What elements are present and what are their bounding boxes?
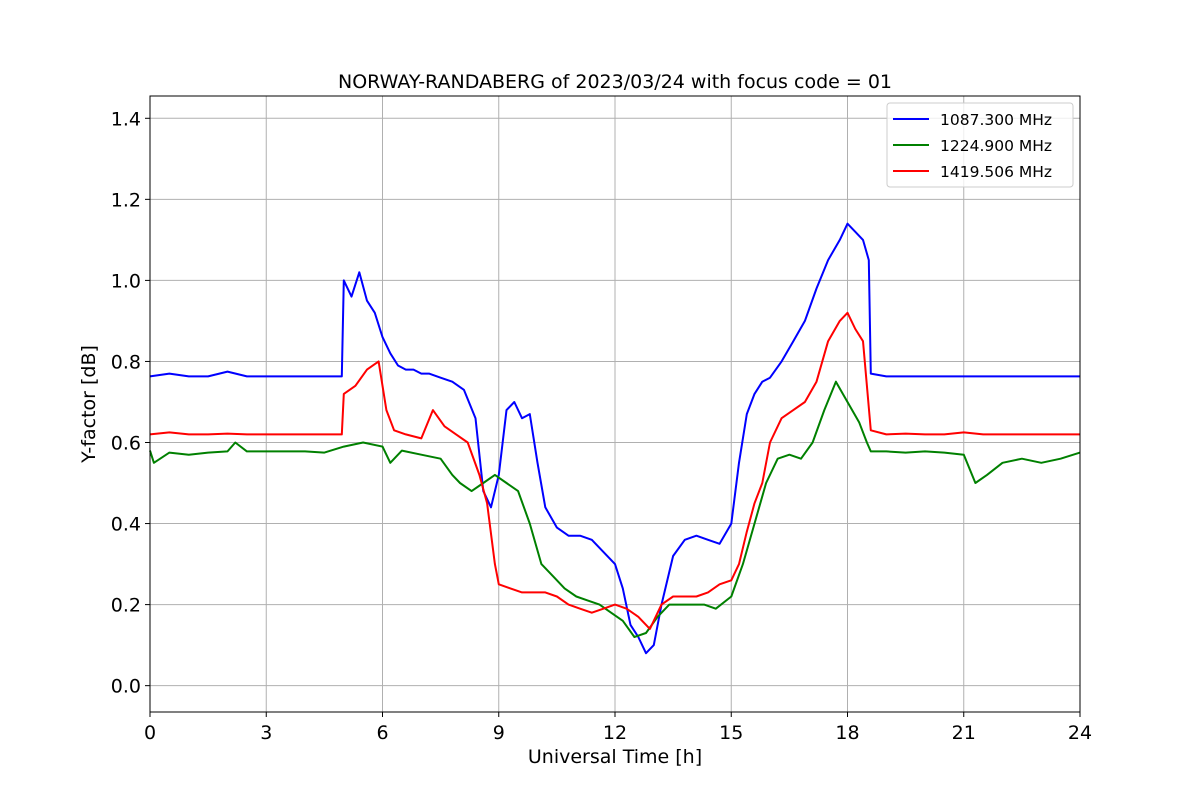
y-tick-label: 1.4 — [111, 108, 141, 130]
y-tick-label: 0.2 — [111, 595, 141, 617]
y-tick-label: 1.2 — [111, 189, 141, 211]
y-tick-label: 0.6 — [111, 433, 141, 455]
x-axis: 0 3 6 9 12 15 18 21 24 — [144, 712, 1092, 744]
x-axis-label: Universal Time [h] — [528, 746, 702, 768]
y-axis-label: Y-factor [dB] — [78, 345, 100, 464]
x-tick-label: 24 — [1068, 722, 1092, 744]
chart-title: NORWAY-RANDABERG of 2023/03/24 with focu… — [338, 71, 892, 93]
series-line-2 — [149, 311, 1080, 630]
y-tick-label: 0.0 — [111, 676, 141, 698]
x-tick-label: 21 — [952, 722, 976, 744]
x-tick-label: 3 — [260, 722, 272, 744]
legend-label: 1087.300 MHz — [940, 111, 1052, 129]
x-tick-label: 6 — [376, 722, 388, 744]
y-tick-label: 0.4 — [111, 514, 141, 536]
y-axis: 0.0 0.2 0.4 0.6 0.8 1.0 1.2 1.4 — [111, 108, 150, 698]
x-tick-label: 9 — [493, 722, 505, 744]
legend: 1087.300 MHz 1224.900 MHz 1419.506 MHz — [886, 102, 1074, 188]
legend-label: 1419.506 MHz — [940, 163, 1052, 181]
x-tick-label: 18 — [835, 722, 859, 744]
y-tick-label: 0.8 — [111, 351, 141, 373]
x-tick-label: 0 — [144, 722, 156, 744]
x-tick-label: 12 — [603, 722, 627, 744]
series-line-0 — [149, 222, 1080, 655]
legend-box — [886, 102, 1074, 188]
plot-series — [149, 222, 1081, 655]
legend-label: 1224.900 MHz — [940, 137, 1052, 155]
x-tick-label: 15 — [719, 722, 743, 744]
series-line-1 — [149, 380, 1081, 638]
y-tick-label: 1.0 — [111, 270, 141, 292]
